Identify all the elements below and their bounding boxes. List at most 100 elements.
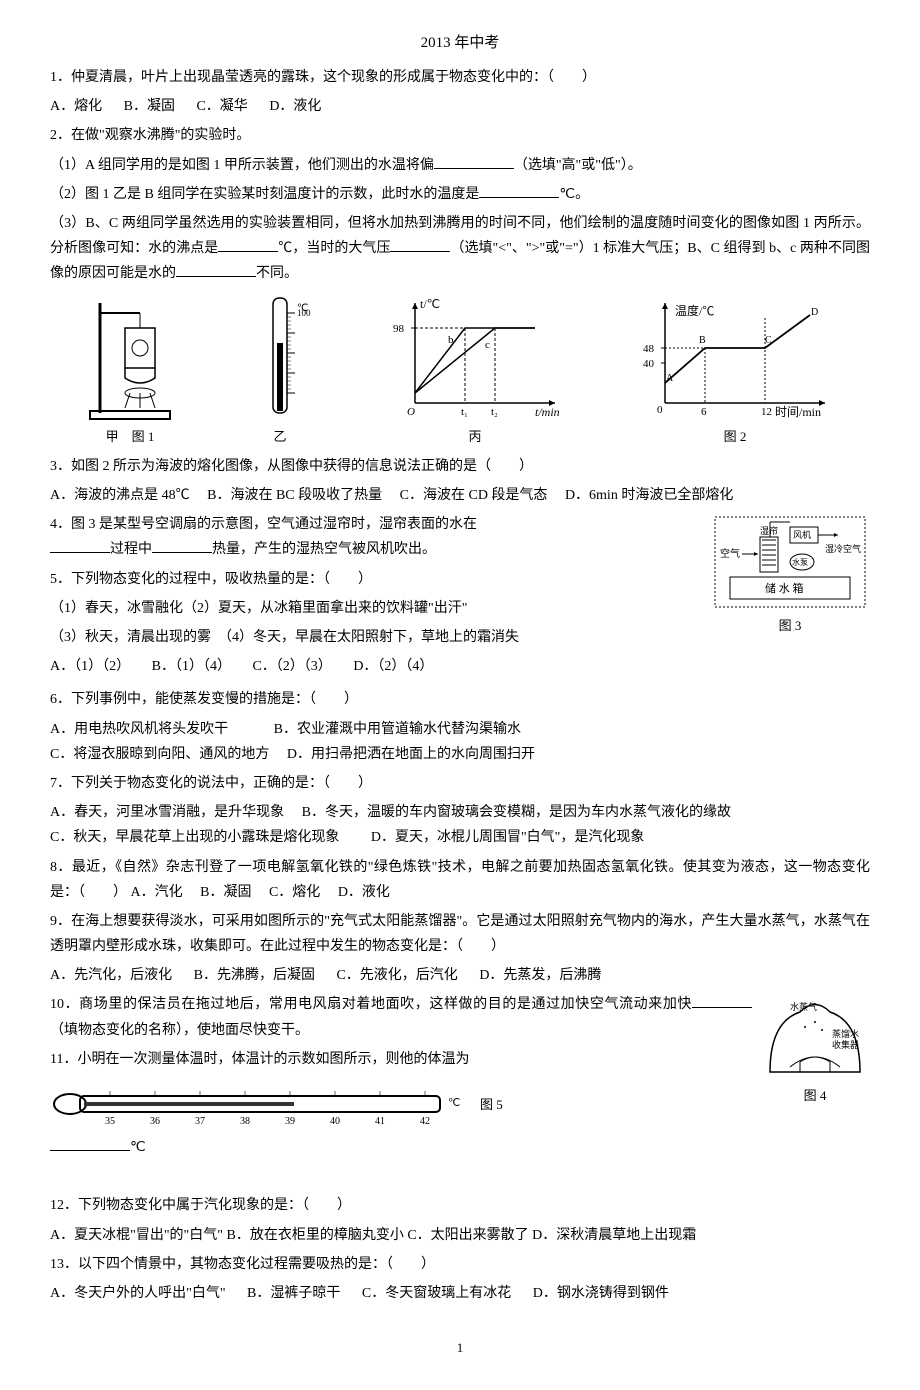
q5-opt-c: C．（2）（3） [252,654,331,679]
svg-text:D: D [811,307,818,318]
thermo-unit: ℃ [448,1097,460,1109]
q2-p2b: ℃。 [559,187,589,202]
fig1-yi-label: 乙 [245,425,315,448]
q8: 8．最近，《自然》杂志刊登了一项电解氢氧化铁的"绿色炼铁"技术，电解之前要加热固… [50,855,870,905]
blank [176,262,256,277]
fig1-bing-label: 丙 [385,425,565,448]
q13-opt-d: D．钢水浇铸得到钢件 [533,1281,669,1306]
xtick-t2: t₂ [491,406,498,418]
fig3: 储 水 箱 湿帘 风机 水泵 空气 湿冷空气 图 3 [710,512,870,637]
q12-stem: 12．下列物态变化中属于汽化现象的是：（ ） [50,1193,870,1218]
series-c: c [485,339,490,351]
fig3-pump: 水泵 [792,557,808,567]
page-number: 1 [50,1336,870,1359]
q1-opt-b: B．凝固 [124,94,175,119]
fig2: 温度/℃ 时间/min 48 40 6 12 A B C D 0 图 2 [635,293,835,448]
svg-text:39: 39 [285,1116,295,1127]
q11-unit: ℃ [130,1140,146,1155]
q6-opt-a: A．用电热吹风机将头发吹干 [50,722,228,737]
fig3-tank: 储 水 箱 [765,581,804,595]
q12-opt-b: B．放在衣柜里的樟脑丸变小 [226,1228,403,1243]
q7-opt-d: D．夏天，冰棍儿周围冒"白气"，是汽化现象 [371,830,645,845]
q8-opt-d: D．液化 [338,885,390,900]
fig3-fan: 风机 [793,529,811,540]
svg-text:0: 0 [657,404,663,416]
q1-options: A．熔化 B．凝固 C．凝华 D．液化 [50,94,870,119]
fig4-label: 图 4 [760,1084,870,1107]
q12-opt-d: D．深秋清晨草地上出现霜 [532,1228,696,1243]
page-title: 2013 年中考 [50,30,870,57]
q9-opt-c: C．先液化，后汽化 [336,963,457,988]
figures-row-1: 甲 图 1 ℃ 100 乙 [50,293,870,448]
q2-part1: （1）A 组同学用的是如图 1 甲所示装置，他们测出的水温将偏（选填"高"或"低… [50,153,870,178]
fig3-curtain: 湿帘 [760,525,778,536]
fig4: 水蒸气 蒸馏水 收集器 图 4 [760,992,870,1107]
q7-options: A．春天，河里冰雪消融，是升华现象 B．冬天，温暖的车内窗玻璃会变模糊，是因为车… [50,800,870,850]
xlabel2: 时间/min [775,405,821,419]
q4-c: 热量，产生的湿热空气被风机吹出。 [212,542,436,557]
svg-text:A: A [666,373,674,384]
q10-a: 10．商场里的保洁员在拖过地后，常用电风扇对着地面吹，这样做的目的是通过加快空气… [50,997,692,1012]
q13-opt-a: A．冬天户外的人呼出"白气" [50,1281,226,1306]
blank [50,1136,130,1151]
svg-text:6: 6 [701,406,707,418]
y98: 98 [393,323,405,335]
fig3-label: 图 3 [710,614,870,637]
q10: 10．商场里的保洁员在拖过地后，常用电风扇对着地面吹，这样做的目的是通过加快空气… [50,992,870,1042]
q2-part2: （2）图 1 乙是 B 组同学在实验某时刻温度计的示数，此时水的温度是℃。 [50,182,870,207]
q9-options: A．先汽化，后液化 B．先沸腾，后凝固 C．先液化，后汽化 D．先蒸发，后沸腾 [50,963,870,988]
fig5-label: 图 5 [480,1093,503,1116]
q8-opt-b: B．凝固 [200,885,251,900]
fig3-wetcold: 湿冷空气 [825,543,861,554]
ylabel2: 温度/℃ [675,303,714,318]
q5-opt-b: B．（1）（4） [152,654,231,679]
blank [152,538,212,553]
svg-text:42: 42 [420,1116,430,1127]
q1-opt-d: D．液化 [269,94,321,119]
q11-blank: ℃ [50,1135,870,1160]
q13-stem: 13．以下四个情景中，其物态变化过程需要吸热的是：（ ） [50,1252,870,1277]
svg-text:B: B [699,335,706,346]
q13-options: A．冬天户外的人呼出"白气" B．湿裤子晾干 C．冬天窗玻璃上有冰花 D．钢水浇… [50,1281,870,1306]
q2-p1a: （1）A 组同学用的是如图 1 甲所示装置，他们测出的水温将偏 [50,158,434,173]
svg-text:41: 41 [375,1116,385,1127]
q8-opt-a: A．汽化 [131,885,183,900]
q5-opt-d: D．（2）（4） [353,654,433,679]
q2-part3: （3）B、C 两组同学虽然选用的实验装置相同，但将水加热到沸腾用的时间不同，他们… [50,211,870,287]
fig2-label: 图 2 [635,425,835,448]
q9-opt-d: D．先蒸发，后沸腾 [479,963,601,988]
q12-opt-a: A．夏天冰棍"冒出"的"白气" [50,1228,223,1243]
svg-text:12: 12 [761,406,772,418]
q8-opt-c: C．熔化 [269,885,320,900]
q9-stem: 9．在海上想要获得淡水，可采用如图所示的"充气式太阳能蒸馏器"。它是通过太阳照射… [50,909,870,959]
series-b: b [448,334,454,346]
q6-options: A．用电热吹风机将头发吹干 B．农业灌溉中用管道输水代替沟渠输水 C．将湿衣服晾… [50,717,870,767]
q13-opt-b: B．湿裤子晾干 [247,1281,340,1306]
q5-opt-a: A．（1）（2） [50,654,130,679]
svg-text:38: 38 [240,1116,250,1127]
q5-options: A．（1）（2） B．（1）（4） C．（2）（3） D．（2）（4） [50,654,870,679]
q3-options: A．海波的沸点是 48℃ B．海波在 BC 段吸收了热量 C．海波在 CD 段是… [50,483,870,508]
q1-opt-c: C．凝华 [196,94,247,119]
q7-opt-b: B．冬天，温暖的车内窗玻璃会变模糊，是因为车内水蒸气液化的缘故 [302,805,731,820]
q1-opt-a: A．熔化 [50,94,102,119]
tick-100: 100 [297,308,311,318]
q7-opt-c: C．秋天，早晨花草上出现的小露珠是熔化现象 [50,830,339,845]
svg-text:40: 40 [330,1116,340,1127]
q10-b: （填物态变化的名称），使地面尽快变干。 [50,1023,309,1038]
svg-text:36: 36 [150,1116,160,1127]
fig1-yi: ℃ 100 乙 [245,293,315,448]
fig1-bing: t/℃ t/min 98 b c t₁ t₂ O 丙 [385,293,565,448]
svg-text:40: 40 [643,358,655,370]
fig4-water: 水蒸气 [790,1001,817,1012]
blank [218,237,278,252]
q4-b: 过程中 [110,542,152,557]
q13-opt-c: C．冬天窗玻璃上有冰花 [362,1281,511,1306]
q11-stem: 11．小明在一次测量体温时，体温计的示数如图所示，则他的体温为 [50,1047,870,1072]
svg-text:C: C [765,335,772,346]
q6-opt-c: C．将湿衣服晾到向阳、通风的地方 [50,747,269,762]
ylabel: t/℃ [420,297,440,311]
q6-opt-d: D．用扫帚把洒在地面上的水向周围扫开 [287,747,535,762]
xtick-t1: t₁ [461,406,468,418]
blank [434,154,514,169]
